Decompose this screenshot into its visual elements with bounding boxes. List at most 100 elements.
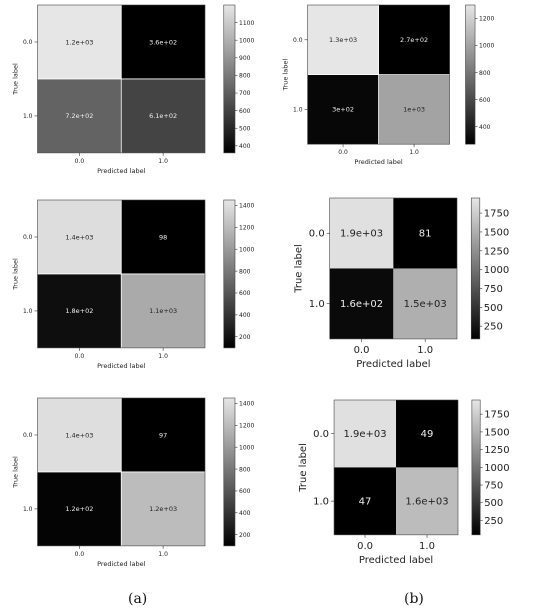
- x-axis-label: Predicted label: [97, 560, 145, 568]
- colorbar-tick-label: 1400: [239, 203, 254, 210]
- y-tick-label: 0.0: [23, 432, 33, 439]
- colorbar-tick-label: 1400: [239, 401, 254, 408]
- cell-value-label: 1.4e+03: [65, 431, 93, 439]
- colorbar: [223, 199, 236, 349]
- heatmap-frame: [333, 399, 459, 536]
- colorbar-tick-label: 750: [484, 284, 503, 295]
- matrix-cell: [393, 268, 457, 339]
- confusion-matrix-1: 1.2e+03 3.6e+02 7.2e+02 6.1e+02 0.0 1.0 Predic…: [12, 4, 254, 175]
- panel-label-a: (a): [128, 591, 148, 607]
- y-tick-label: 1.0: [309, 299, 325, 310]
- x-axis-label: Predicted label: [359, 555, 433, 566]
- matrix-cell: [37, 200, 122, 274]
- colorbar-tick-label: 600: [479, 97, 491, 104]
- colorbar-tick-label: 1250: [484, 246, 509, 257]
- matrix-cell: [37, 398, 122, 472]
- colorbar-tick-label: 400: [239, 510, 251, 517]
- heatmap-frame: [329, 197, 458, 340]
- x-tick-label: 0.0: [75, 158, 85, 165]
- y-axis-label: True label: [12, 258, 20, 291]
- colorbar-tick-label: 750: [484, 481, 503, 492]
- matrix-cell: [329, 198, 394, 269]
- colorbar-tick-label: 800: [479, 70, 491, 77]
- matrix-cell: [37, 273, 122, 348]
- matrix-cell: [396, 467, 458, 535]
- x-axis-label: Predicted label: [97, 362, 145, 370]
- colorbar-tick-label: 1000: [239, 246, 254, 253]
- colorbar-tick-label: 400: [239, 312, 251, 319]
- colorbar-tick-label: 1500: [484, 427, 509, 438]
- x-tick-label: 1.0: [409, 149, 419, 156]
- confusion-matrix-2: 1.3e+03 2.7e+02 3e+02 1e+03 0.0 1.0 Predicted …: [282, 4, 494, 166]
- y-axis-label: True label: [282, 59, 290, 92]
- cell-value-label: 97: [159, 431, 167, 439]
- colorbar-tick-label: 800: [239, 73, 251, 80]
- colorbar-tick-label: 500: [484, 498, 503, 509]
- y-axis-label: True label: [298, 443, 309, 493]
- colorbar-tick-label: 1200: [239, 225, 254, 232]
- colorbar-tick-label: 1000: [239, 37, 254, 44]
- y-tick-label: 1.0: [293, 107, 303, 114]
- matrix-cell: [121, 78, 205, 153]
- matrix-cell: [334, 400, 397, 468]
- colorbar: [471, 399, 481, 536]
- x-axis-label: Predicted label: [354, 158, 402, 166]
- x-tick-label: 0.0: [357, 541, 373, 552]
- y-tick-label: 1.0: [23, 113, 33, 120]
- colorbar-tick-label: 600: [239, 108, 251, 115]
- colorbar-tick-label: 1250: [484, 445, 509, 456]
- colorbar-tick-label: 1200: [239, 423, 254, 430]
- colorbar-tick-label: 800: [239, 466, 251, 473]
- cell-value-label: 1.2e+02: [65, 505, 93, 513]
- matrix-cell: [396, 400, 458, 468]
- matrix-cell: [37, 5, 122, 79]
- y-tick-label: 0.0: [23, 39, 33, 46]
- cell-value-label: 47: [359, 497, 372, 508]
- confusion-matrix-5: 1.4e+03 97 1.2e+02 1.2e+03 0.0 1.0 Predicted l…: [12, 397, 254, 568]
- cell-value-label: 1.6e+02: [340, 299, 383, 310]
- x-tick-label: 1.0: [158, 551, 168, 558]
- cell-value-label: 3.6e+02: [149, 38, 177, 46]
- y-tick-label: 0.0: [309, 229, 325, 240]
- cell-value-label: 98: [159, 233, 167, 241]
- cell-value-label: 81: [419, 229, 432, 240]
- colorbar-tick-label: 1000: [484, 463, 509, 474]
- matrix-cell: [378, 74, 450, 145]
- colorbar-tick-label: 1100: [239, 20, 254, 27]
- y-tick-label: 0.0: [293, 37, 303, 44]
- colorbar-tick-label: 600: [239, 488, 251, 495]
- colorbar-tick-label: 700: [239, 90, 251, 97]
- cell-value-label: 2.7e+02: [400, 36, 428, 44]
- y-axis-label: True label: [12, 63, 20, 96]
- cell-value-label: 1.6e+03: [405, 497, 448, 508]
- panel-label-b: (b): [404, 591, 424, 607]
- cell-value-label: 3e+02: [332, 106, 354, 114]
- matrix-cell: [329, 268, 394, 339]
- colorbar-tick-label: 900: [239, 55, 251, 62]
- cell-value-label: 1.2e+03: [149, 505, 177, 513]
- colorbar-tick-label: 200: [239, 334, 251, 341]
- confusion-matrix-3: 1.4e+03 98 1.8e+02 1.1e+03 0.0 1.0 Predicted l…: [12, 199, 254, 370]
- colorbar: [223, 397, 236, 547]
- colorbar-tick-label: 1750: [484, 209, 509, 220]
- colorbar-tick-label: 400: [239, 143, 251, 150]
- colorbar-tick-label: 1500: [484, 227, 509, 238]
- y-axis-label: True label: [12, 456, 20, 489]
- y-tick-label: 0.0: [313, 429, 329, 440]
- matrix-cell: [334, 467, 397, 535]
- heatmap-frame: [307, 4, 450, 145]
- matrix-cell: [393, 198, 457, 269]
- cell-value-label: 1.1e+03: [149, 307, 177, 315]
- colorbar-tick-label: 1750: [484, 410, 509, 421]
- heatmap-frame: [37, 397, 206, 547]
- cell-value-label: 6.1e+02: [149, 112, 177, 120]
- x-tick-label: 1.0: [417, 345, 433, 356]
- y-tick-label: 1.0: [23, 308, 33, 315]
- y-tick-label: 1.0: [23, 506, 33, 513]
- x-tick-label: 0.0: [75, 353, 85, 360]
- y-tick-label: 0.0: [23, 234, 33, 241]
- cell-value-label: 1.9e+03: [343, 429, 386, 440]
- x-tick-label: 1.0: [158, 158, 168, 165]
- cell-value-label: 7.2e+02: [65, 112, 93, 120]
